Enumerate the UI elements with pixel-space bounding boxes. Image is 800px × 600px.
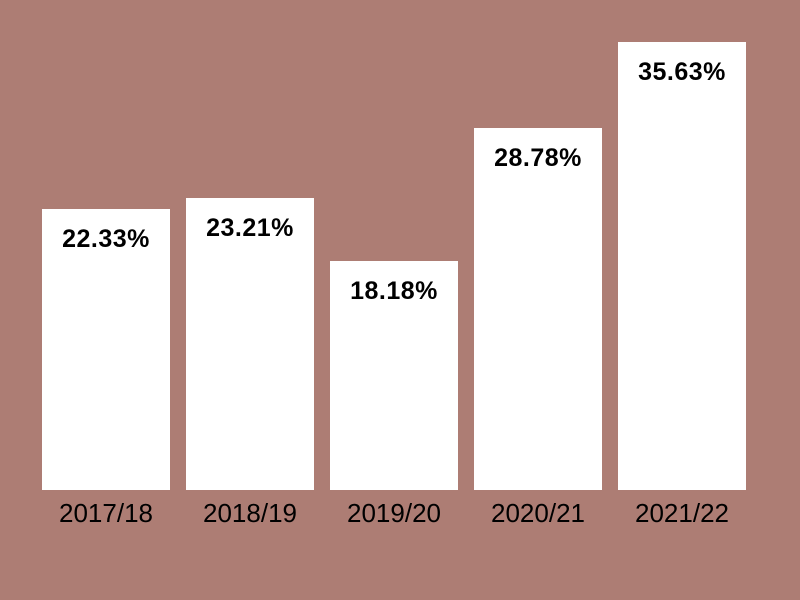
bar-area: 28.78% bbox=[474, 42, 602, 490]
bar: 18.18% bbox=[330, 261, 458, 490]
bar: 22.33% bbox=[42, 209, 170, 490]
x-axis-label: 2017/18 bbox=[59, 498, 153, 528]
bar-column: 23.21% 2018/19 bbox=[186, 42, 314, 529]
bar-column: 35.63% 2021/22 bbox=[618, 42, 746, 529]
bar-area: 35.63% bbox=[618, 42, 746, 490]
bar: 35.63% bbox=[618, 42, 746, 490]
bar-value-label: 28.78% bbox=[494, 144, 582, 172]
x-axis-label: 2021/22 bbox=[635, 498, 729, 528]
bar-column: 18.18% 2019/20 bbox=[330, 42, 458, 529]
x-axis-label: 2018/19 bbox=[203, 498, 297, 528]
bar-area: 18.18% bbox=[330, 42, 458, 490]
bar: 28.78% bbox=[474, 128, 602, 490]
x-axis-label: 2020/21 bbox=[491, 498, 585, 528]
bar-value-label: 23.21% bbox=[206, 214, 294, 242]
bar-value-label: 22.33% bbox=[62, 225, 150, 253]
bar-chart: 22.33% 2017/18 23.21% 2018/19 18.18% 2019/20 2… bbox=[42, 42, 746, 529]
x-axis-label: 2019/20 bbox=[347, 498, 441, 528]
bar-value-label: 18.18% bbox=[350, 277, 438, 305]
bar-column: 28.78% 2020/21 bbox=[474, 42, 602, 529]
bar-value-label: 35.63% bbox=[638, 58, 726, 86]
bar: 23.21% bbox=[186, 198, 314, 490]
bar-column: 22.33% 2017/18 bbox=[42, 42, 170, 529]
bar-area: 22.33% bbox=[42, 42, 170, 490]
bar-area: 23.21% bbox=[186, 42, 314, 490]
